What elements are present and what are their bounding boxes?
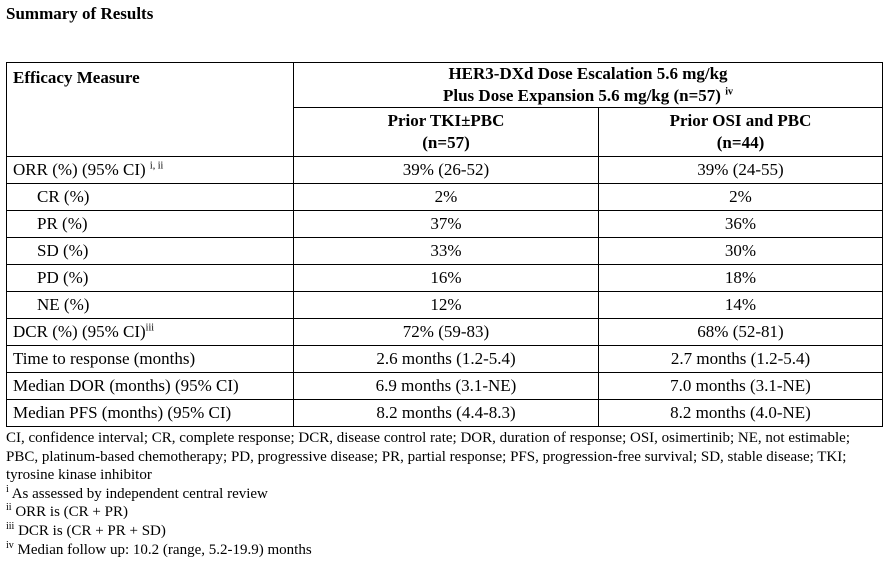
table-row: PD (%) 16% 18%	[6, 264, 883, 292]
efficacy-measure-header: Efficacy Measure	[6, 62, 294, 157]
row-footnote-mark: iii	[145, 322, 155, 334]
row-value-prior-tki: 16%	[293, 264, 599, 292]
footnote-mark: i	[6, 483, 9, 495]
row-value-prior-tki: 8.2 months (4.4-8.3)	[293, 399, 599, 427]
table-row: Time to response (months) 2.6 months (1.…	[6, 345, 883, 373]
row-label: ORR (%) (95% CI) i, ii	[6, 156, 294, 184]
row-label: Median PFS (months) (95% CI)	[6, 399, 294, 427]
table-row: CR (%) 2% 2%	[6, 183, 883, 211]
row-label: DCR (%) (95% CI)iii	[6, 318, 294, 346]
row-footnote-mark: i, ii	[149, 160, 164, 172]
section-title: Summary of Results	[6, 4, 154, 23]
row-value-prior-osi: 14%	[598, 291, 883, 319]
subgroup-a-line1: Prior TKI±PBC	[387, 111, 505, 130]
row-value-prior-osi: 2.7 months (1.2-5.4)	[598, 345, 883, 373]
row-label: Time to response (months)	[6, 345, 294, 373]
table-row: Median DOR (months) (95% CI) 6.9 months …	[6, 372, 883, 400]
footnote-mark: iii	[6, 520, 15, 532]
table-row: ORR (%) (95% CI) i, ii 39% (26-52) 39% (…	[6, 156, 883, 184]
header-row-group: Efficacy Measure HER3-DXd Dose Escalatio…	[6, 62, 883, 157]
subgroup-a-line2: (n=57)	[422, 133, 470, 152]
abbreviations-note: CI, confidence interval; CR, complete re…	[6, 430, 850, 484]
header-row-subgroups: Prior TKI±PBC (n=57) Prior OSI and PBC (…	[7, 107, 883, 157]
row-value-prior-tki: 39% (26-52)	[293, 156, 599, 184]
dose-group-header-line1: HER3-DXd Dose Escalation 5.6 mg/kg	[448, 64, 728, 83]
table-row: Median PFS (months) (95% CI) 8.2 months …	[6, 399, 883, 427]
footnote-item: iv Median follow up: 10.2 (range, 5.2-19…	[6, 539, 312, 558]
subgroup-header-prior-tki: Prior TKI±PBC (n=57)	[293, 107, 599, 157]
table-row: SD (%) 33% 30%	[6, 237, 883, 265]
footnote-mark: ii	[6, 502, 12, 514]
footnote-item: i As assessed by independent central rev…	[6, 483, 268, 502]
footnote-item: iii DCR is (CR + PR + SD)	[6, 520, 166, 539]
row-value-prior-osi: 2%	[598, 183, 883, 211]
table-row: DCR (%) (95% CI)iii 72% (59-83) 68% (52-…	[6, 318, 883, 346]
results-table: Efficacy Measure HER3-DXd Dose Escalatio…	[6, 62, 883, 427]
row-value-prior-osi: 18%	[598, 264, 883, 292]
subgroup-b-line1: Prior OSI and PBC	[669, 111, 812, 130]
row-value-prior-tki: 12%	[293, 291, 599, 319]
row-label: Median DOR (months) (95% CI)	[6, 372, 294, 400]
table-row: PR (%) 37% 36%	[6, 210, 883, 238]
row-label: SD (%)	[6, 237, 294, 265]
row-label: NE (%)	[6, 291, 294, 319]
row-value-prior-tki: 2%	[293, 183, 599, 211]
dose-group-header-line2: Plus Dose Expansion 5.6 mg/kg (n=57) iv	[443, 86, 733, 105]
row-value-prior-tki: 2.6 months (1.2-5.4)	[293, 345, 599, 373]
footnote-item: ii ORR is (CR + PR)	[6, 502, 128, 521]
row-value-prior-osi: 68% (52-81)	[598, 318, 883, 346]
row-value-prior-tki: 6.9 months (3.1-NE)	[293, 372, 599, 400]
footnotes: CI, confidence interval; CR, complete re…	[6, 429, 883, 559]
row-value-prior-tki: 72% (59-83)	[293, 318, 599, 346]
row-value-prior-osi: 7.0 months (3.1-NE)	[598, 372, 883, 400]
row-value-prior-osi: 8.2 months (4.0-NE)	[598, 399, 883, 427]
row-value-prior-tki: 37%	[293, 210, 599, 238]
row-label: PD (%)	[6, 264, 294, 292]
row-value-prior-osi: 39% (24-55)	[598, 156, 883, 184]
row-label: CR (%)	[6, 183, 294, 211]
table-row: NE (%) 12% 14%	[6, 291, 883, 319]
row-value-prior-osi: 36%	[598, 210, 883, 238]
subgroup-b-line2: (n=44)	[716, 133, 765, 152]
dose-group-header: HER3-DXd Dose Escalation 5.6 mg/kg Plus …	[293, 62, 883, 108]
footnote-mark: iv	[6, 539, 14, 551]
subgroup-header-prior-osi: Prior OSI and PBC (n=44)	[598, 107, 883, 157]
row-value-prior-tki: 33%	[293, 237, 599, 265]
efficacy-measure-header-text: Efficacy Measure	[13, 68, 140, 87]
dose-group-header-note: iv	[725, 86, 733, 98]
row-value-prior-osi: 30%	[598, 237, 883, 265]
row-label: PR (%)	[6, 210, 294, 238]
